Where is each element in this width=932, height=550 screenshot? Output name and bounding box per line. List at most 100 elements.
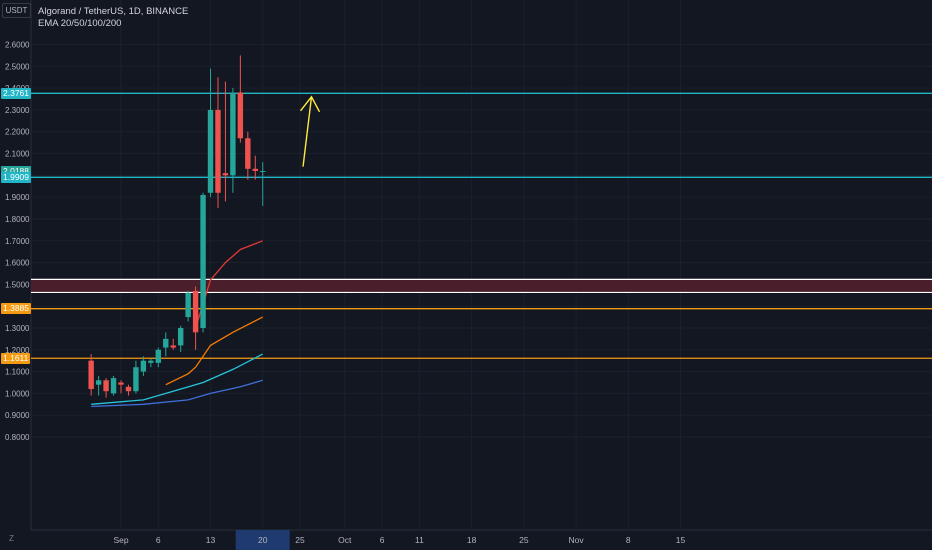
candle [125, 384, 132, 396]
horizontal-lines[interactable] [31, 92, 932, 359]
price-axis[interactable]: 2.60002.50002.40002.30002.20002.10002.00… [5, 41, 30, 443]
price-tick-label: 2.3000 [5, 106, 30, 115]
candle [170, 338, 176, 350]
chart-legend: Algorand / TetherUS, 1D, BINANCE EMA 20/… [38, 6, 188, 30]
candle [260, 162, 266, 206]
time-tick-label: Oct [338, 535, 352, 545]
price-label: 1.3885 [1, 303, 31, 315]
ema-line [91, 353, 263, 405]
price-tick-label: 2.5000 [5, 62, 30, 71]
time-tick-label: 6 [156, 535, 161, 545]
candle [207, 68, 214, 198]
price-tick-label: 1.5000 [5, 280, 30, 289]
candle [133, 360, 139, 394]
candle-body [88, 360, 94, 390]
time-tick-label: 20 [258, 535, 268, 545]
candle [155, 347, 161, 368]
candle [95, 375, 102, 396]
price-label: 1.9909 [1, 171, 31, 183]
candle-body [133, 367, 139, 392]
symbol-title[interactable]: Algorand / TetherUS, 1D, BINANCE [38, 6, 189, 17]
time-tick-label: 6 [380, 535, 385, 545]
price-tick-label: 0.9000 [5, 411, 30, 420]
candle [110, 375, 117, 396]
price-tick-label: 2.1000 [5, 150, 30, 159]
candle-body [207, 109, 214, 193]
time-tick-label: 11 [415, 535, 424, 545]
arrow-head [299, 95, 321, 113]
price-label: 2.0188 [1, 165, 31, 177]
candle [103, 378, 109, 398]
candle [192, 286, 199, 350]
currency-badge[interactable]: USDT [2, 3, 31, 18]
arrow-shaft [302, 96, 313, 167]
price-tick-label: 1.6000 [5, 259, 30, 268]
candle-body [237, 92, 244, 139]
candle-body [163, 338, 169, 348]
candle [222, 81, 229, 202]
price-tick-label: 1.0000 [5, 389, 30, 398]
candle-body [148, 360, 154, 363]
candle-body [230, 92, 236, 176]
support-zone [31, 278, 932, 294]
price-tick-label: 2.6000 [5, 41, 30, 50]
candle [177, 325, 184, 352]
price-tick-label: 0.8000 [5, 433, 30, 442]
timezone-label[interactable]: Z [9, 534, 14, 543]
time-tick-label: 13 [206, 535, 216, 545]
indicator-title[interactable]: EMA 20/50/100/200 [38, 18, 122, 29]
candle-body [118, 382, 124, 385]
time-highlight [235, 530, 290, 550]
candle-body [192, 290, 199, 333]
time-axis[interactable]: Sep 6 13 20 25 Oct 6 11 18 25 Nov 8 15 [113, 530, 685, 550]
candle [215, 77, 221, 209]
candle-body [103, 380, 109, 392]
time-tick-label: 25 [295, 535, 305, 545]
price-tick-label: 1.8000 [5, 215, 30, 224]
time-tick-label: Sep [113, 535, 128, 545]
zone-fill [31, 279, 932, 293]
candle [185, 290, 191, 322]
candle-body [260, 170, 266, 172]
candle [245, 131, 251, 180]
price-tick-label: 1.7000 [5, 237, 30, 246]
candle-body [140, 360, 147, 372]
price-label: 1.1611 [1, 352, 31, 364]
price-tick-label: 2.2000 [5, 128, 30, 137]
candle-body [215, 109, 221, 193]
candle [230, 88, 236, 193]
time-tick-label: Nov [568, 535, 584, 545]
candle-body [222, 173, 229, 176]
candle-body [170, 345, 176, 348]
candle-body [125, 386, 132, 392]
time-tick-label: 18 [467, 535, 477, 545]
candle-body [252, 168, 258, 171]
candle-body [185, 293, 191, 318]
candle-body [110, 378, 117, 394]
candle-body [95, 380, 102, 385]
candle-body [177, 327, 184, 346]
price-tick-label: 1.2000 [5, 346, 30, 355]
candle-body [245, 138, 251, 169]
time-tick-label: 25 [519, 535, 529, 545]
candle [88, 354, 94, 396]
candle-body [155, 349, 161, 363]
ema-line [91, 379, 263, 408]
candle [140, 356, 147, 376]
candle [163, 332, 169, 357]
price-label: 2.3761 [1, 87, 31, 99]
price-tick-label: 1.3000 [5, 324, 30, 333]
candle-body [200, 194, 206, 328]
candle [252, 155, 258, 180]
ema-line [165, 316, 263, 386]
arrow-drawing[interactable] [299, 95, 321, 167]
candle [200, 192, 206, 333]
price-tick-label: 1.9000 [5, 193, 30, 202]
price-tick-label: 1.1000 [5, 368, 30, 377]
time-tick-label: 15 [676, 535, 686, 545]
time-tick-label: 8 [626, 535, 631, 545]
candle [148, 358, 154, 368]
candles [88, 55, 266, 398]
